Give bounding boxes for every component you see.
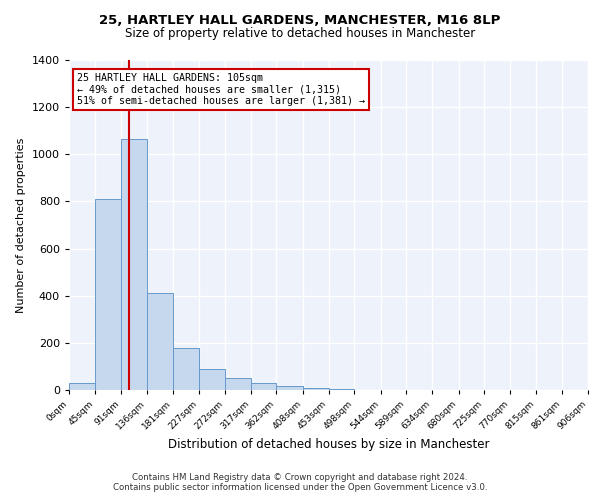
Bar — [303, 388, 329, 390]
Bar — [69, 383, 95, 390]
Bar — [225, 378, 251, 390]
Bar — [173, 348, 199, 390]
Bar — [121, 139, 147, 390]
Bar — [277, 386, 303, 390]
Bar — [251, 383, 277, 390]
Bar — [199, 369, 225, 390]
Text: Contains HM Land Registry data © Crown copyright and database right 2024.
Contai: Contains HM Land Registry data © Crown c… — [113, 473, 487, 492]
Bar — [147, 294, 173, 390]
Text: 25, HARTLEY HALL GARDENS, MANCHESTER, M16 8LP: 25, HARTLEY HALL GARDENS, MANCHESTER, M1… — [100, 14, 500, 27]
Bar — [95, 199, 121, 390]
Y-axis label: Number of detached properties: Number of detached properties — [16, 138, 26, 312]
X-axis label: Distribution of detached houses by size in Manchester: Distribution of detached houses by size … — [168, 438, 489, 451]
Text: 25 HARTLEY HALL GARDENS: 105sqm
← 49% of detached houses are smaller (1,315)
51%: 25 HARTLEY HALL GARDENS: 105sqm ← 49% of… — [77, 73, 365, 106]
Text: Size of property relative to detached houses in Manchester: Size of property relative to detached ho… — [125, 28, 475, 40]
